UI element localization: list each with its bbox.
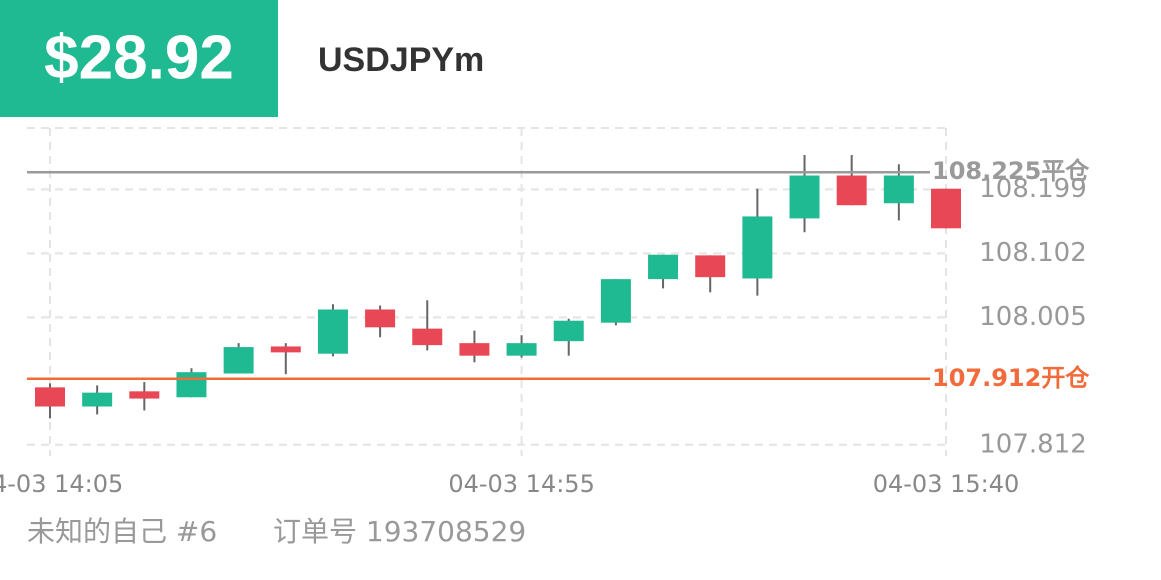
candle-body: [883, 175, 914, 204]
user-name: 未知的自己 #6: [27, 515, 217, 548]
symbol: USDJPYm: [318, 41, 484, 79]
y-tick-label: 107.812: [979, 429, 1087, 459]
candle-body: [553, 320, 584, 342]
amount-badge: [0, 0, 278, 117]
order-number: 订单号 193708529: [273, 515, 526, 548]
candle-body: [223, 347, 254, 374]
y-tick-label: 108.005: [979, 302, 1087, 332]
y-tick-label: 108.102: [979, 238, 1087, 268]
candle-body: [270, 346, 301, 353]
candle-body: [412, 328, 443, 346]
candle-body: [789, 175, 820, 219]
amount: $28.92: [44, 23, 234, 92]
candle-body: [931, 188, 961, 229]
x-tick-label: 04-03 14:05: [0, 470, 123, 498]
candle-body: [365, 309, 396, 328]
candle-body: [129, 391, 160, 399]
x-tick-label: 04-03 14:55: [448, 470, 595, 498]
candle-body: [600, 279, 631, 323]
reference-label: 108.225平仓: [932, 157, 1090, 185]
candle-body: [836, 175, 867, 206]
candle-body: [742, 216, 773, 279]
y-tick-label: 108.199: [979, 174, 1087, 204]
candle-body: [176, 372, 207, 398]
candle-body: [82, 392, 113, 407]
candle-body: [695, 255, 726, 278]
candle-body: [459, 343, 490, 356]
x-tick-label: 04-03 15:40: [873, 470, 1020, 498]
candle-body: [317, 309, 348, 354]
candle-body: [506, 343, 537, 356]
candle-body: [35, 387, 65, 407]
candle-body: [648, 254, 679, 280]
reference-label: 107.912开仓: [932, 364, 1090, 392]
